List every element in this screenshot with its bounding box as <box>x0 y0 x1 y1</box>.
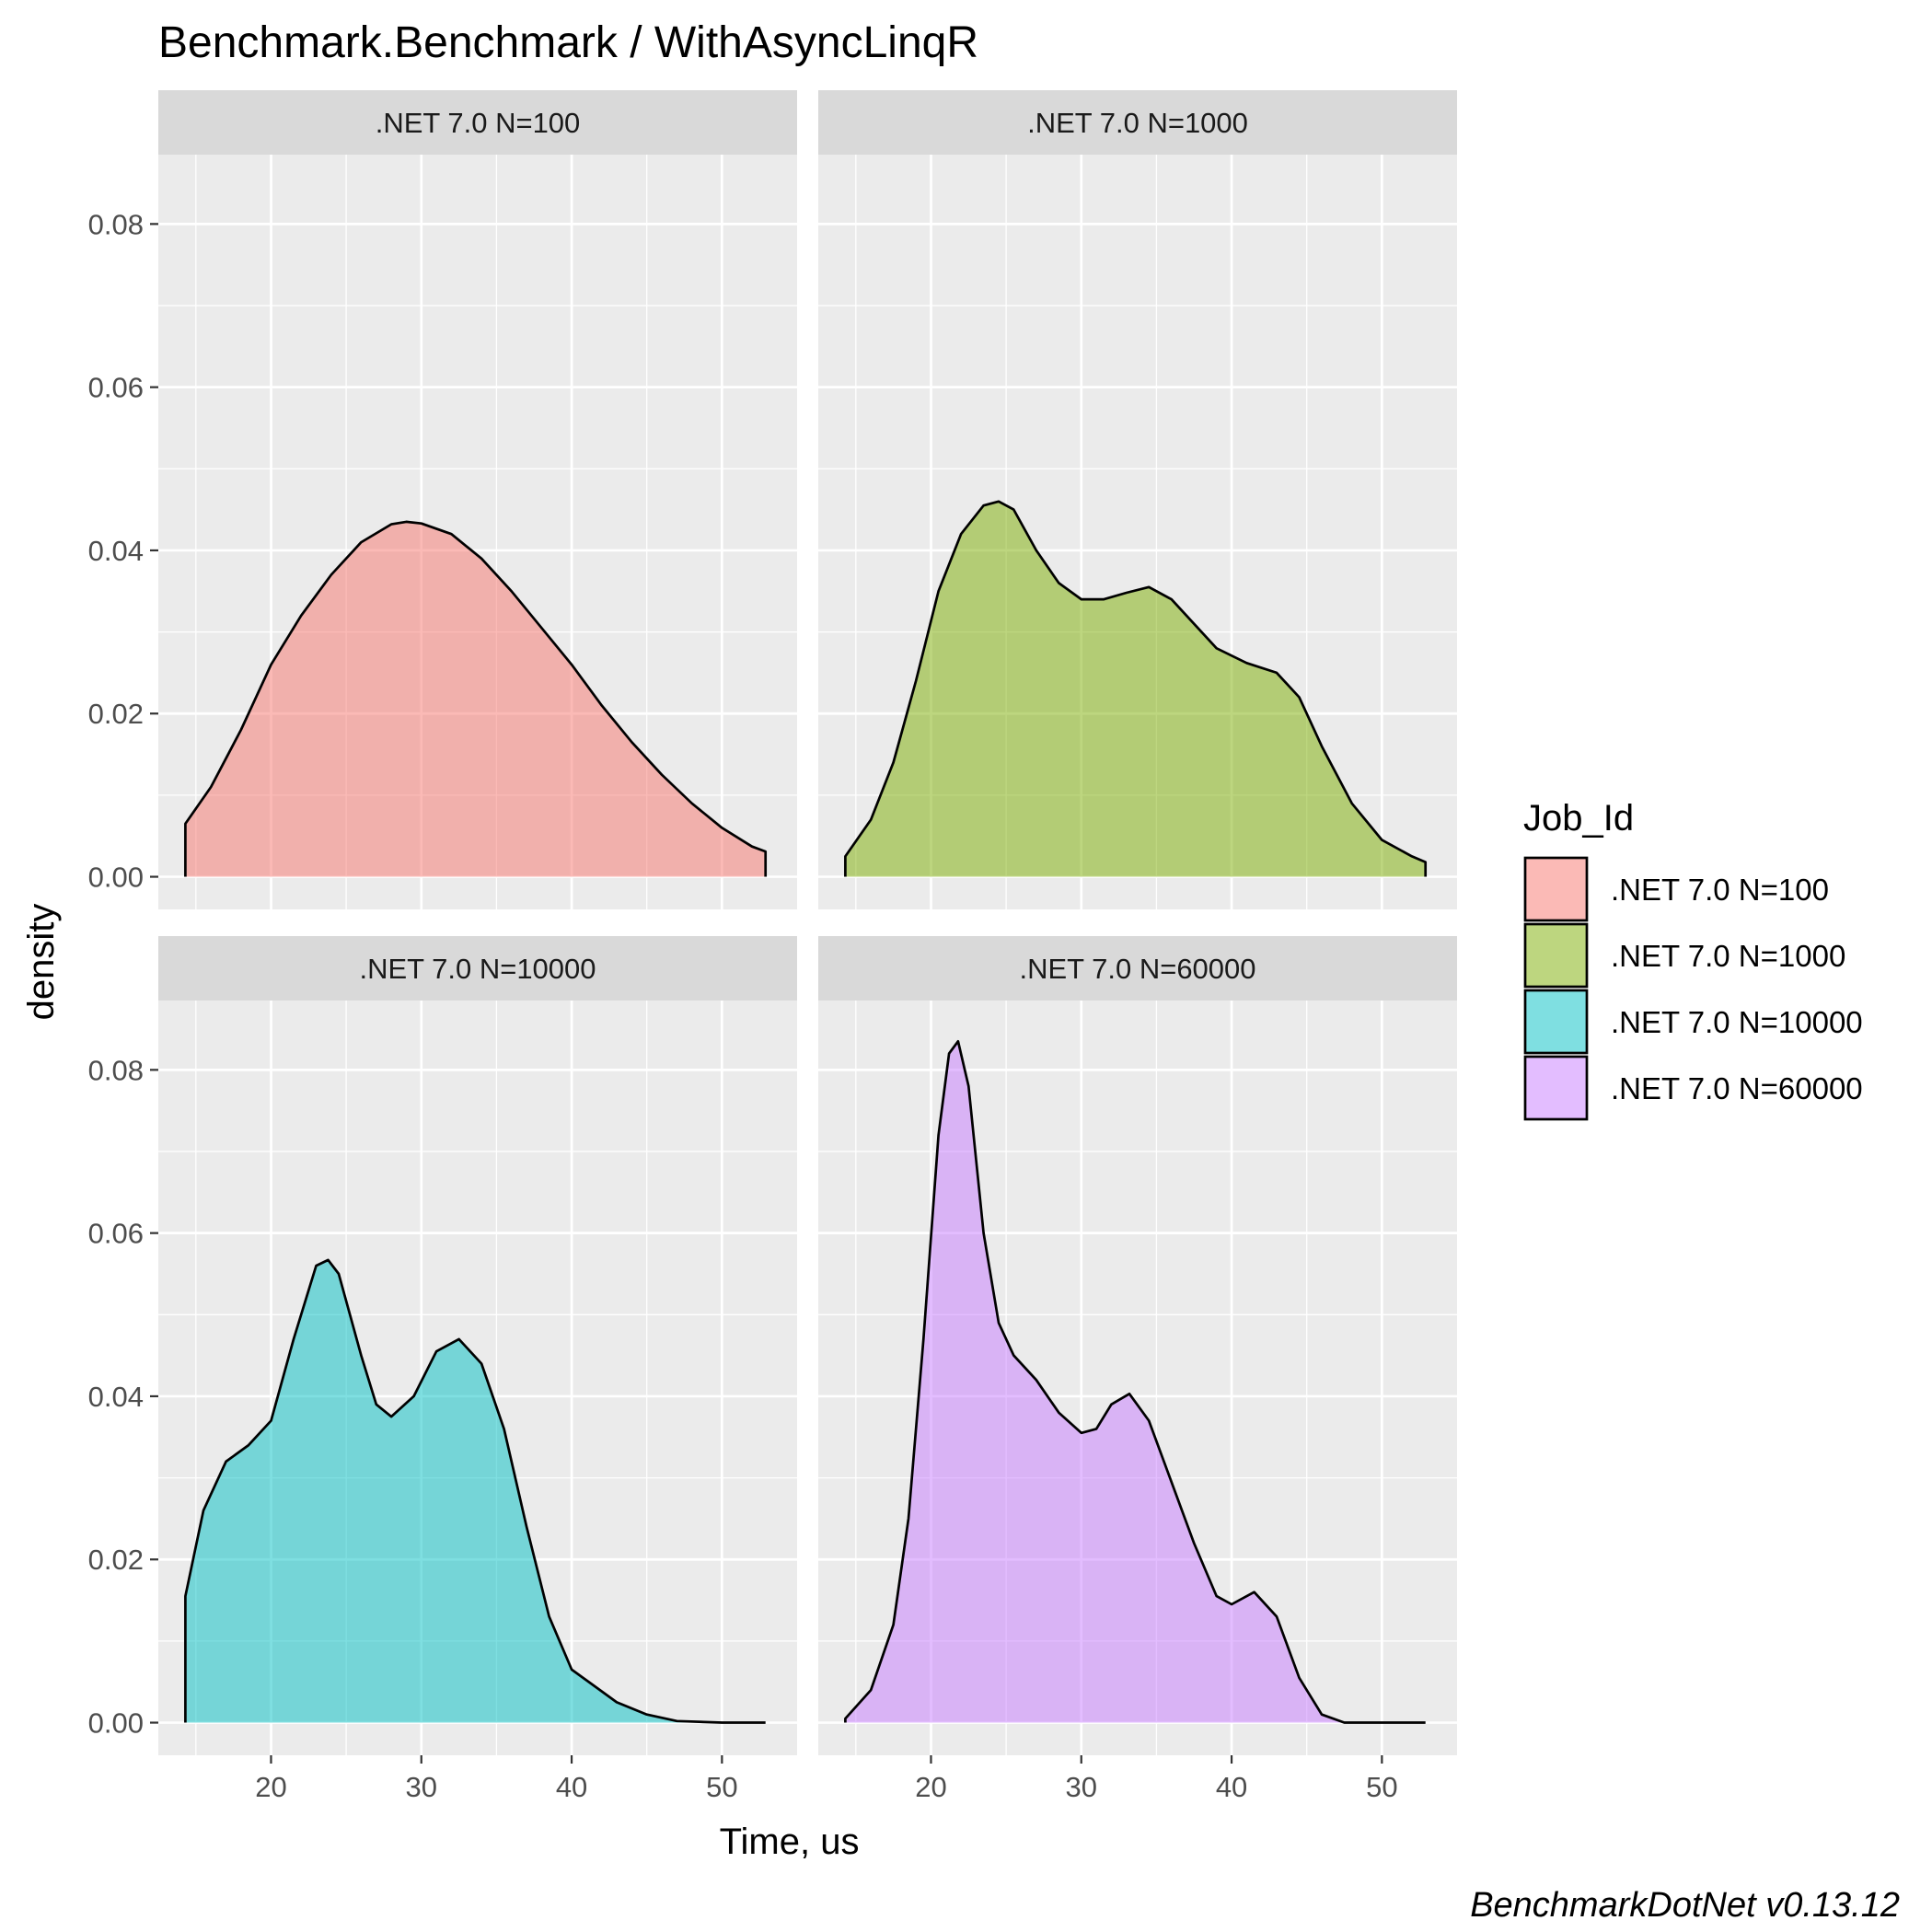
legend-key <box>1523 922 1589 989</box>
chart-caption: BenchmarkDotNet v0.13.12 <box>1470 1886 1900 1925</box>
legend-key <box>1523 989 1589 1055</box>
y-tick-label: 0.06 <box>88 1218 144 1250</box>
density-area <box>845 1041 1426 1723</box>
legend-label: .NET 7.0 N=10000 <box>1611 1005 1863 1039</box>
facet-strip-label: .NET 7.0 N=10000 <box>359 953 596 985</box>
y-axis-title: density <box>21 904 62 1021</box>
legend-label: .NET 7.0 N=100 <box>1611 873 1829 907</box>
x-tick-label: 20 <box>255 1771 286 1803</box>
y-tick-label: 0.02 <box>88 1544 144 1576</box>
y-tick-label: 0.02 <box>88 698 144 730</box>
facet-n60000: .NET 7.0 N=60000 20 30 40 50 <box>818 936 1457 1803</box>
facet-strip <box>158 936 797 1001</box>
density-curve <box>844 500 1428 877</box>
facet-n10000: .NET 7.0 N=10000 0.00 0.02 0.04 0.06 0.08 20 30… <box>88 936 797 1803</box>
legend-label: .NET 7.0 N=60000 <box>1611 1071 1863 1105</box>
y-tick-label: 0.06 <box>88 372 144 404</box>
facet-strip-label: .NET 7.0 N=1000 <box>1027 107 1248 139</box>
y-tick-label: 0.08 <box>88 1054 144 1086</box>
x-tick-label: 50 <box>706 1771 737 1803</box>
x-axis-title: Time, us <box>720 1822 860 1862</box>
facet-strip <box>158 90 797 155</box>
legend-key <box>1523 856 1589 922</box>
legend-key <box>1523 1055 1589 1121</box>
y-tick-label: 0.08 <box>88 208 144 240</box>
density-area <box>185 521 766 877</box>
density-curve <box>844 1039 1426 1724</box>
x-tick-label: 50 <box>1366 1771 1397 1803</box>
legend-label: .NET 7.0 N=1000 <box>1611 939 1845 973</box>
y-tick-label: 0.04 <box>88 1381 144 1413</box>
x-tick-label: 40 <box>1216 1771 1247 1803</box>
x-tick-label: 40 <box>556 1771 587 1803</box>
density-curve <box>184 520 768 877</box>
density-area <box>185 1259 766 1723</box>
y-tick-label: 0.04 <box>88 535 144 567</box>
y-tick-label: 0.00 <box>88 1707 144 1740</box>
facet-strip <box>818 936 1457 1001</box>
facet-n1000: .NET 7.0 N=1000 <box>818 90 1457 909</box>
y-tick-label: 0.00 <box>88 862 144 894</box>
x-tick-label: 30 <box>1066 1771 1097 1803</box>
facet-strip <box>818 90 1457 155</box>
legend-title: Job_Id <box>1523 798 1634 839</box>
density-area <box>845 501 1426 877</box>
legend: Job_Id .NET 7.0 N=100 .NET 7.0 N=1000 .NET … <box>1523 798 1863 1121</box>
x-tick-label: 20 <box>915 1771 946 1803</box>
facet-strip-label: .NET 7.0 N=100 <box>376 107 581 139</box>
chart-title: Benchmark.Benchmark / WithAsyncLinqR <box>158 18 978 67</box>
density-curve <box>184 1258 766 1724</box>
facet-n100: .NET 7.0 N=100 0.00 0.02 0.04 0.06 0.08 <box>88 90 797 909</box>
facet-strip-label: .NET 7.0 N=60000 <box>1019 953 1255 985</box>
x-tick-label: 30 <box>406 1771 437 1803</box>
